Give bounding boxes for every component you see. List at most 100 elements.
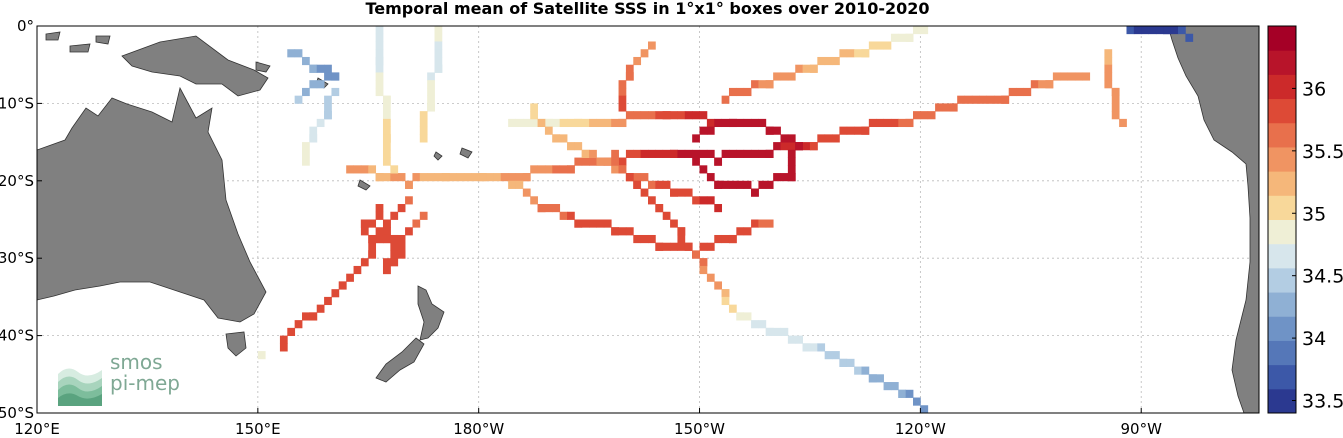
salinity-cell — [324, 103, 332, 112]
salinity-cell — [684, 242, 693, 251]
salinity-cell — [979, 95, 988, 104]
salinity-cell — [743, 87, 752, 97]
salinity-cell — [765, 80, 774, 89]
salinity-cell — [935, 26, 943, 27]
tasmania-land — [225, 331, 247, 357]
salinity-cell — [1170, 26, 1179, 35]
salinity-cell — [382, 234, 391, 244]
salinity-cell — [618, 118, 627, 128]
salinity-cell — [552, 204, 561, 213]
salinity-cell — [1074, 72, 1083, 81]
salinity-cell — [434, 49, 443, 58]
salinity-cell — [1155, 26, 1164, 35]
salinity-cell — [699, 242, 708, 251]
colorbar-tick-label: 34 — [1302, 328, 1326, 350]
colorbar-swatch — [1268, 292, 1296, 317]
salinity-cell — [382, 126, 391, 135]
colorbar-swatch — [1268, 195, 1296, 220]
salinity-cell — [633, 111, 642, 120]
colorbar-tick-label: 35 — [1302, 203, 1326, 225]
salinity-cell — [824, 134, 833, 143]
lon-tick-label: 120°W — [895, 420, 946, 438]
lon-tick-label: 90°W — [1121, 420, 1163, 438]
salinity-cell — [382, 134, 391, 143]
salinity-cell — [279, 335, 288, 344]
salinity-cell — [1045, 80, 1054, 89]
salinity-cell — [736, 87, 745, 97]
salinity-cell — [633, 173, 642, 182]
salinity-cell — [625, 149, 634, 158]
salinity-cell — [883, 41, 892, 50]
salinity-cell — [758, 219, 767, 228]
salinity-cell — [913, 26, 921, 35]
salinity-cells — [257, 26, 1194, 413]
salinity-cell — [316, 64, 325, 73]
salinity-cell — [648, 196, 656, 205]
salinity-cell — [375, 80, 384, 89]
salinity-cell — [530, 118, 538, 128]
salinity-cell — [625, 173, 634, 182]
salinity-cell — [390, 165, 399, 174]
salinity-cell — [544, 126, 553, 135]
salinity-cell — [787, 142, 796, 151]
salinity-cell — [773, 327, 781, 336]
salinity-cell — [486, 173, 494, 182]
lat-tick-label: 50°S — [0, 404, 34, 422]
colorbar-swatch — [1268, 340, 1296, 366]
salinity-cell — [736, 227, 745, 236]
salinity-cell — [640, 234, 649, 244]
salinity-cell — [515, 118, 524, 128]
salinity-cell — [795, 142, 803, 151]
south-america-land — [1167, 26, 1259, 413]
salinity-cell — [780, 173, 789, 182]
salinity-cell — [1104, 80, 1113, 89]
new-guinea-land — [121, 35, 269, 97]
salinity-cell — [544, 165, 553, 174]
salinity-cell — [427, 103, 435, 112]
salinity-cell — [677, 111, 686, 120]
salinity-cell — [751, 320, 759, 329]
salinity-cell — [390, 250, 399, 259]
salinity-cell — [316, 304, 325, 313]
salinity-cell — [854, 126, 862, 135]
salinity-cell — [375, 87, 384, 97]
salinity-cell — [375, 204, 384, 213]
salinity-cell — [802, 343, 811, 352]
salinity-cell — [427, 72, 435, 81]
salinity-cell — [324, 95, 332, 104]
salinity-cell — [1023, 87, 1032, 97]
colorbar-tick-label: 36 — [1302, 78, 1326, 100]
salinity-cell — [316, 118, 325, 128]
salinity-cell — [721, 95, 730, 104]
salinity-cell — [883, 382, 892, 391]
salinity-cell — [390, 211, 399, 220]
salinity-cell — [1148, 26, 1157, 35]
salinity-cell — [375, 26, 384, 35]
salinity-cell — [728, 234, 737, 244]
salinity-cell — [508, 180, 516, 189]
salinity-cell — [1001, 95, 1010, 104]
salinity-cell — [559, 165, 568, 174]
salinity-cell — [287, 49, 296, 58]
salinity-cell — [316, 80, 325, 89]
lon-tick-label: 150°W — [674, 420, 725, 438]
salinity-cell — [706, 242, 715, 251]
salinity-cell — [935, 103, 943, 112]
salinity-cell — [751, 118, 759, 128]
salinity-cell — [670, 111, 678, 120]
salinity-cell — [743, 149, 752, 158]
salinity-cell — [625, 72, 634, 81]
salinity-cell — [1082, 72, 1091, 81]
logo-line-smos: smos — [110, 350, 163, 374]
salinity-cell — [817, 134, 826, 143]
salinity-cell — [508, 173, 516, 182]
salinity-cell — [589, 157, 597, 166]
salinity-cell — [699, 196, 708, 205]
salinity-cell — [390, 258, 399, 267]
colorbar-swatch — [1268, 50, 1296, 75]
salinity-cell — [905, 33, 914, 42]
salinity-cell — [589, 149, 597, 158]
salinity-cell — [382, 95, 391, 104]
salinity-cell — [633, 180, 642, 189]
